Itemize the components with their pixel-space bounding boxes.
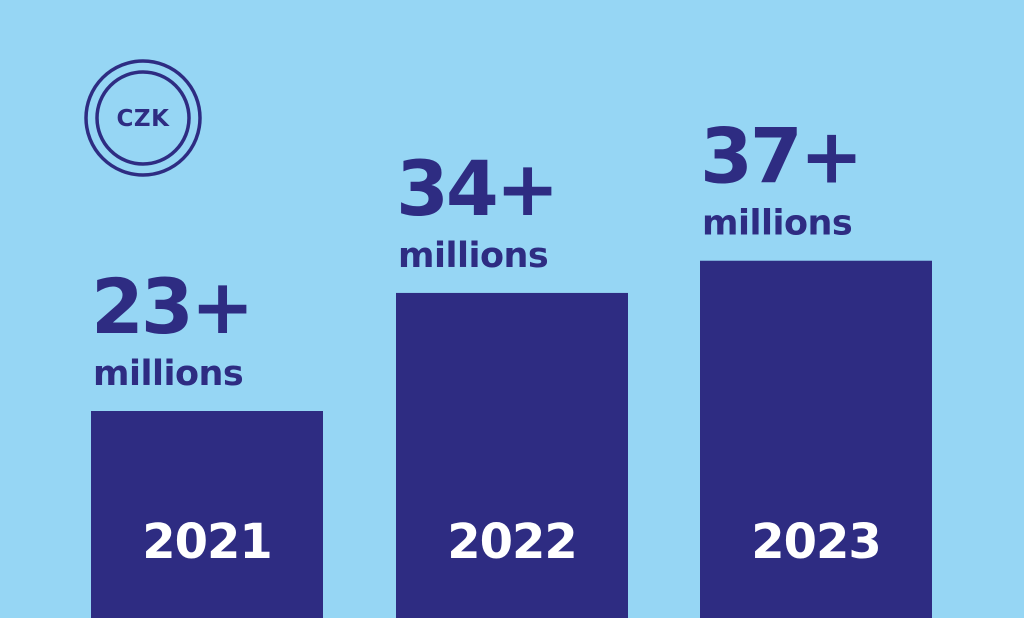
currency-badge: CZK <box>84 59 202 177</box>
unit-label-2023: millions <box>702 204 852 244</box>
currency-badge-label: CZK <box>117 106 171 132</box>
bars-group: 2021millions23+2022millions34+2023millio… <box>91 112 932 618</box>
currency-circle-icon <box>84 59 202 177</box>
category-label-2023: 2023 <box>751 514 881 570</box>
unit-label-2021: millions <box>93 354 243 394</box>
bar-2022 <box>396 292 628 618</box>
bar-2023 <box>700 260 932 618</box>
value-label-2021: 23+ <box>91 262 251 351</box>
unit-label-2022: millions <box>398 236 548 276</box>
category-label-2022: 2022 <box>447 514 577 570</box>
bar-2021 <box>91 411 323 618</box>
value-label-2022: 34+ <box>396 144 556 233</box>
value-label-2023: 37+ <box>700 112 860 201</box>
currency-circle-inner-ring <box>95 70 191 166</box>
category-label-2021: 2021 <box>142 514 272 570</box>
